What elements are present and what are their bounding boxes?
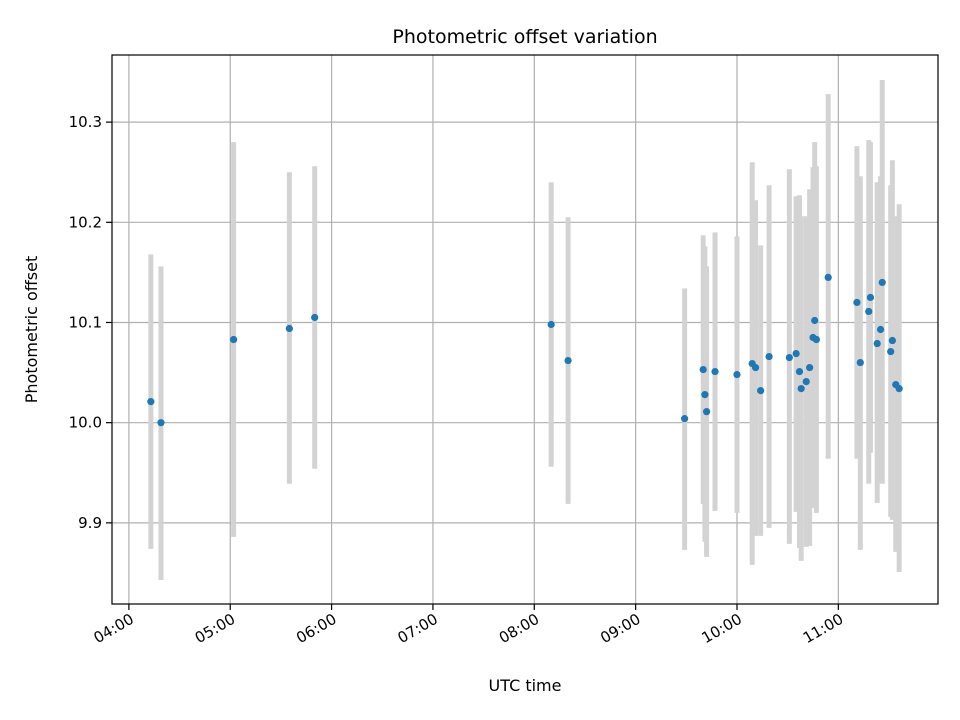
data-point bbox=[856, 358, 864, 367]
data-point bbox=[795, 367, 804, 376]
points bbox=[147, 273, 903, 427]
data-point bbox=[887, 347, 895, 356]
data-point bbox=[311, 313, 319, 322]
y-tick-label: 10.3 bbox=[69, 113, 102, 131]
y-tick-label: 10.0 bbox=[69, 414, 102, 432]
y-tick-label: 10.2 bbox=[69, 213, 102, 231]
data-point bbox=[866, 293, 875, 302]
plot-frame bbox=[111, 54, 939, 605]
data-point bbox=[681, 415, 689, 423]
data-point bbox=[733, 370, 741, 379]
data-point bbox=[701, 391, 709, 399]
data-point bbox=[564, 356, 572, 365]
y-ticks: 9.9 10.0 10.1 10.2 10.3 bbox=[69, 113, 112, 532]
data-point bbox=[285, 324, 293, 333]
data-point bbox=[765, 352, 773, 361]
chart-title: Photometric offset variation bbox=[392, 26, 657, 48]
data-point bbox=[157, 419, 165, 427]
y-tick-label: 10.1 bbox=[69, 313, 102, 331]
x-axis-label: UTC time bbox=[489, 676, 562, 695]
data-point bbox=[811, 316, 819, 325]
data-point bbox=[853, 298, 861, 307]
data-point bbox=[878, 278, 886, 287]
data-point bbox=[888, 336, 896, 345]
data-point bbox=[812, 335, 820, 344]
data-point bbox=[751, 363, 760, 372]
data-point bbox=[802, 377, 810, 386]
data-point bbox=[876, 325, 885, 334]
data-point bbox=[699, 365, 707, 374]
data-point bbox=[230, 335, 238, 344]
data-point bbox=[895, 385, 903, 393]
y-tick-label: 9.9 bbox=[78, 514, 102, 532]
data-point bbox=[711, 367, 719, 376]
data-point bbox=[873, 339, 881, 348]
data-point bbox=[797, 385, 805, 393]
y-axis-label: Photometric offset bbox=[22, 256, 41, 404]
data-point bbox=[147, 398, 155, 406]
data-point bbox=[824, 273, 832, 282]
data-point bbox=[865, 307, 873, 316]
data-point bbox=[547, 320, 555, 329]
data-point bbox=[757, 387, 765, 395]
data-point bbox=[785, 353, 793, 362]
data-point bbox=[792, 349, 800, 358]
data-point bbox=[702, 408, 711, 416]
data-point bbox=[806, 363, 814, 372]
